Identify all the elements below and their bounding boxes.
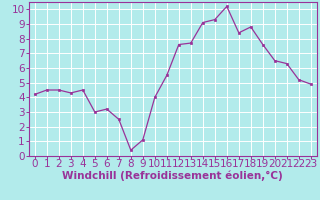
X-axis label: Windchill (Refroidissement éolien,°C): Windchill (Refroidissement éolien,°C) — [62, 170, 283, 181]
